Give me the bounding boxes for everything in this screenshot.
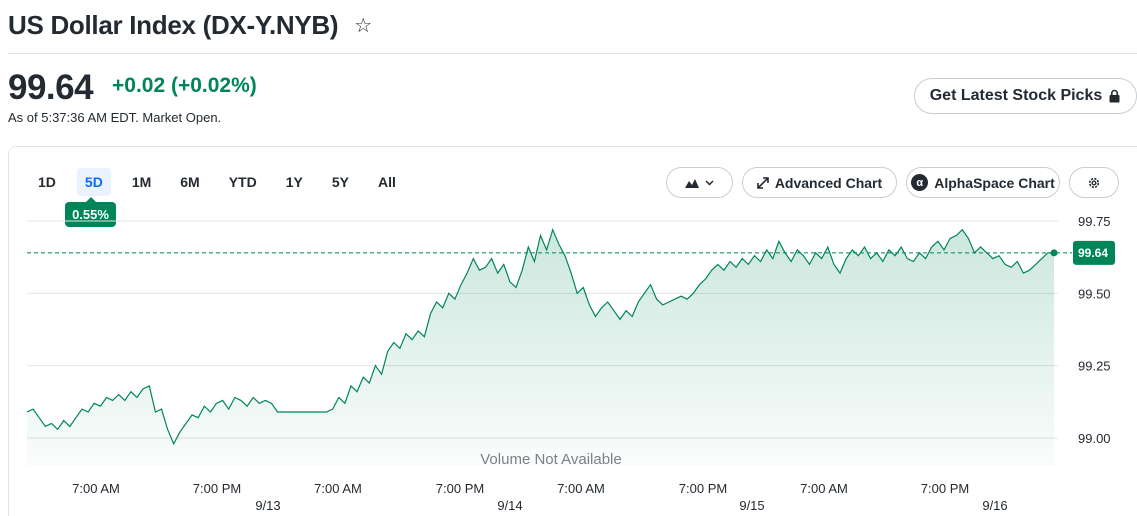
range-tab-1d[interactable]: 1D xyxy=(38,174,56,190)
y-tick-label: 99.00 xyxy=(1078,431,1111,446)
x-tick-label: 7:00 PM xyxy=(193,481,241,496)
price-area-fill xyxy=(27,229,1054,466)
page-title: US Dollar Index (DX-Y.NYB) xyxy=(8,9,339,40)
alphaspace-chart-button[interactable]: α AlphaSpace Chart xyxy=(906,167,1060,198)
x-tick-label: 7:00 AM xyxy=(314,481,362,496)
advanced-chart-label: Advanced Chart xyxy=(774,174,883,191)
star-outline-icon[interactable]: ☆ xyxy=(354,14,373,37)
range-tab-all[interactable]: All xyxy=(377,174,396,190)
y-tick-label: 99.75 xyxy=(1078,214,1111,229)
price-change: +0.02 (+0.02%) xyxy=(112,74,257,97)
x-tick-label: 7:00 PM xyxy=(436,481,484,496)
x-tick-label: 7:00 AM xyxy=(800,481,848,496)
last-price-dot xyxy=(1050,249,1058,257)
gear-icon xyxy=(1088,177,1100,188)
range-tab-ytd[interactable]: YTD xyxy=(228,174,257,190)
alpha-logo-icon: α xyxy=(911,174,929,191)
y-tick-label: 99.25 xyxy=(1078,359,1111,374)
date-label: 9/13 xyxy=(255,498,280,513)
price-line xyxy=(26,227,1054,446)
range-tab-1m[interactable]: 1M xyxy=(131,174,152,190)
range-tab-5d[interactable]: 5D xyxy=(76,168,111,196)
mountain-chart-icon xyxy=(685,178,699,188)
range-change-badge: 0.55% xyxy=(65,197,116,227)
date-label: 9/15 xyxy=(739,498,764,513)
last-price-tag-label: 99.64 xyxy=(1078,246,1108,260)
x-tick-label: 7:00 AM xyxy=(557,481,605,496)
chart-settings-button[interactable] xyxy=(1069,167,1119,198)
chart-type-button[interactable] xyxy=(666,167,733,198)
x-tick-label: 7:00 PM xyxy=(679,481,727,496)
range-selector: 1D 5D 1M 6M YTD 1Y 5Y All xyxy=(30,168,417,196)
last-price-tag xyxy=(1073,240,1115,265)
picks-button-label: Get Latest Stock Picks xyxy=(929,87,1103,104)
chevron-down-icon xyxy=(705,179,714,186)
volume-not-available: Volume Not Available xyxy=(480,451,621,468)
y-tick-label: 99.50 xyxy=(1078,286,1111,301)
date-label: 9/14 xyxy=(497,498,522,513)
advanced-chart-button[interactable]: Advanced Chart xyxy=(742,167,897,198)
range-tab-5y[interactable]: 5Y xyxy=(331,174,349,190)
get-stock-picks-button[interactable]: Get Latest Stock Picks xyxy=(914,78,1137,114)
lock-icon xyxy=(1109,89,1120,103)
current-price: 99.64 xyxy=(8,68,94,107)
market-timestamp: As of 5:37:36 AM EDT. Market Open. xyxy=(8,110,222,125)
x-tick-label: 7:00 PM xyxy=(921,481,969,496)
header-divider xyxy=(8,53,1137,54)
date-label: 9/16 xyxy=(982,498,1007,513)
x-tick-label: 7:00 AM xyxy=(72,481,120,496)
expand-icon xyxy=(757,176,769,189)
chart-card xyxy=(8,146,1137,516)
range-tab-6m[interactable]: 6M xyxy=(180,174,200,190)
alphaspace-chart-label: AlphaSpace Chart xyxy=(934,174,1055,191)
range-tab-1y[interactable]: 1Y xyxy=(285,174,303,190)
title-row: US Dollar Index (DX-Y.NYB) ☆ xyxy=(8,8,372,42)
